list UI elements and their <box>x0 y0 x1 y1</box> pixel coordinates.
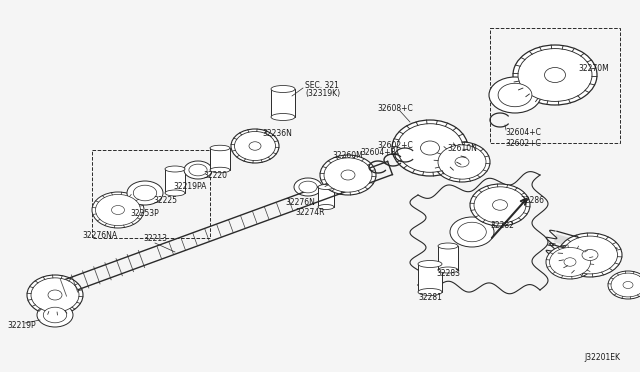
Ellipse shape <box>92 192 144 228</box>
Text: 32236N: 32236N <box>262 128 292 138</box>
Text: SEC. 321: SEC. 321 <box>305 80 339 90</box>
Ellipse shape <box>438 243 458 249</box>
Text: 32282: 32282 <box>490 221 514 230</box>
Text: 32274R: 32274R <box>295 208 324 217</box>
Ellipse shape <box>608 271 640 299</box>
Ellipse shape <box>418 289 442 295</box>
Text: 32260M: 32260M <box>333 151 364 160</box>
Text: J32201EK: J32201EK <box>584 353 620 362</box>
Text: 32253P: 32253P <box>130 208 159 218</box>
Bar <box>92 150 210 238</box>
Ellipse shape <box>438 145 486 179</box>
Ellipse shape <box>324 158 372 192</box>
Ellipse shape <box>231 129 279 163</box>
Text: 32286: 32286 <box>520 196 544 205</box>
Ellipse shape <box>165 166 185 172</box>
Ellipse shape <box>31 278 79 312</box>
Ellipse shape <box>320 155 376 195</box>
Ellipse shape <box>271 113 295 121</box>
Ellipse shape <box>434 142 490 182</box>
Ellipse shape <box>133 185 157 201</box>
Ellipse shape <box>438 267 458 273</box>
Ellipse shape <box>564 258 576 266</box>
Ellipse shape <box>210 167 230 173</box>
Ellipse shape <box>498 83 532 107</box>
Text: 32602+C: 32602+C <box>505 138 541 148</box>
Ellipse shape <box>611 273 640 297</box>
Ellipse shape <box>249 142 261 150</box>
Ellipse shape <box>318 185 334 189</box>
Text: 32281: 32281 <box>418 292 442 301</box>
Bar <box>165 169 185 193</box>
Ellipse shape <box>470 184 530 226</box>
Ellipse shape <box>546 245 594 279</box>
Text: 32610N: 32610N <box>447 144 477 153</box>
Text: 32219PA: 32219PA <box>173 182 207 190</box>
Ellipse shape <box>234 131 275 161</box>
Text: 32219P: 32219P <box>8 321 36 330</box>
Ellipse shape <box>95 195 141 225</box>
Text: 32604+C: 32604+C <box>505 128 541 137</box>
Ellipse shape <box>127 181 163 205</box>
Ellipse shape <box>450 217 494 247</box>
Ellipse shape <box>418 260 442 267</box>
Ellipse shape <box>558 233 622 277</box>
Ellipse shape <box>27 275 83 315</box>
Text: 32604+B: 32604+B <box>360 148 396 157</box>
Ellipse shape <box>455 157 469 167</box>
Ellipse shape <box>318 205 334 209</box>
Text: 32608+C: 32608+C <box>377 103 413 112</box>
Ellipse shape <box>493 200 508 210</box>
Text: 32225: 32225 <box>153 196 177 205</box>
Bar <box>318 187 334 207</box>
Ellipse shape <box>165 190 185 196</box>
Ellipse shape <box>48 290 62 300</box>
Bar <box>438 246 458 270</box>
Ellipse shape <box>392 120 468 176</box>
Bar <box>490 28 620 143</box>
Text: 32276N: 32276N <box>285 198 315 206</box>
Ellipse shape <box>513 45 597 105</box>
Bar <box>271 89 295 117</box>
Ellipse shape <box>299 181 317 193</box>
Text: 32220: 32220 <box>203 170 227 180</box>
Text: 32213: 32213 <box>143 234 167 243</box>
Ellipse shape <box>582 250 598 260</box>
Ellipse shape <box>184 161 212 179</box>
Ellipse shape <box>271 86 295 93</box>
Ellipse shape <box>458 222 486 242</box>
Ellipse shape <box>474 187 526 223</box>
Ellipse shape <box>210 145 230 151</box>
Ellipse shape <box>37 303 73 327</box>
Ellipse shape <box>111 205 125 215</box>
Ellipse shape <box>545 67 566 83</box>
Text: 32602+C: 32602+C <box>377 141 413 150</box>
Ellipse shape <box>623 282 633 289</box>
Text: 32283: 32283 <box>436 269 460 279</box>
Ellipse shape <box>341 170 355 180</box>
Ellipse shape <box>563 236 618 274</box>
Ellipse shape <box>294 178 322 196</box>
Ellipse shape <box>420 141 440 155</box>
Ellipse shape <box>44 307 67 323</box>
Text: (32319K): (32319K) <box>305 89 340 97</box>
Ellipse shape <box>397 124 463 172</box>
Text: 32276NA: 32276NA <box>83 231 118 240</box>
Ellipse shape <box>518 49 592 102</box>
Bar <box>210 148 230 170</box>
Ellipse shape <box>550 247 591 276</box>
Bar <box>418 264 442 292</box>
Text: 32270M: 32270M <box>578 64 609 73</box>
Ellipse shape <box>189 164 207 176</box>
Ellipse shape <box>489 77 541 113</box>
